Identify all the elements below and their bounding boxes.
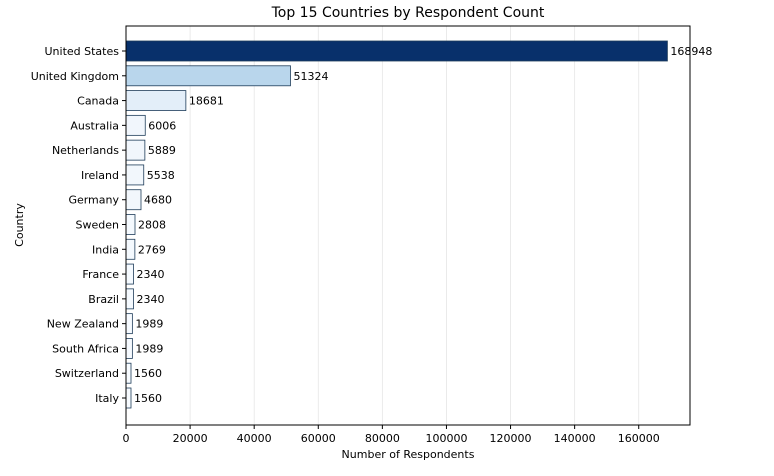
y-tick-label: Switzerland: [55, 367, 119, 380]
bar: [125, 164, 145, 186]
data-label: 4680: [144, 194, 172, 207]
x-tick-label: 60000: [301, 432, 336, 445]
x-tick-label: 120000: [490, 432, 532, 445]
bar: [125, 338, 133, 359]
bar: [125, 313, 133, 335]
bar: [125, 238, 136, 260]
data-label: 1560: [134, 392, 162, 405]
data-label: 2808: [138, 219, 166, 232]
bar: [125, 90, 187, 111]
data-label: 2340: [136, 268, 164, 281]
data-label: 5889: [148, 144, 176, 157]
bar: [125, 114, 146, 136]
y-tick-label: Netherlands: [52, 144, 119, 157]
x-axis-label: Number of Respondents: [342, 448, 475, 461]
x-tick-label: 0: [123, 432, 130, 445]
data-label: 1560: [134, 367, 162, 380]
bar: [125, 362, 132, 384]
x-axis-ticks: 0 20000 40000 60000 80000 100000 120000 140000 1…: [123, 425, 660, 445]
x-tick-label: 20000: [173, 432, 208, 445]
y-tick-label: United Kingdom: [31, 70, 119, 83]
y-tick-label: Ireland: [81, 169, 119, 182]
y-tick-label: Canada: [77, 95, 119, 108]
plot-frame: [125, 25, 691, 426]
data-label: 6006: [148, 119, 176, 132]
bar: [125, 139, 146, 161]
data-label: 18681: [189, 95, 224, 108]
data-label: 1989: [135, 342, 163, 355]
y-tick-label: New Zealand: [47, 318, 119, 331]
y-tick-label: India: [92, 243, 119, 256]
y-axis-ticks: United States United Kingdom Canada Austral…: [31, 45, 126, 405]
y-axis-label: Country: [13, 203, 26, 247]
y-tick-label: Brazil: [88, 293, 119, 306]
x-tick-label: 160000: [618, 432, 660, 445]
y-tick-label: Sweden: [76, 219, 119, 232]
x-tick-label: 100000: [425, 432, 467, 445]
bar: [125, 65, 291, 87]
y-tick-label: France: [82, 268, 119, 281]
bar: [125, 263, 134, 285]
y-tick-label: United States: [45, 45, 120, 58]
x-tick-label: 80000: [365, 432, 400, 445]
grid-lines: [125, 26, 640, 425]
bar: [125, 189, 142, 211]
bar: [125, 40, 668, 62]
data-label: 2340: [136, 293, 164, 306]
x-tick-label: 40000: [237, 432, 272, 445]
y-tick-label: South Africa: [52, 342, 119, 355]
data-label: 1989: [135, 318, 163, 331]
data-label: 168948: [670, 45, 712, 58]
bar: [125, 288, 134, 310]
data-label: 51324: [293, 70, 328, 83]
bar: [125, 387, 132, 409]
bar: [125, 214, 136, 235]
chart-title: Top 15 Countries by Respondent Count: [271, 5, 545, 21]
y-tick-label: Australia: [70, 119, 119, 132]
x-tick-label: 140000: [554, 432, 596, 445]
y-tick-label: Germany: [68, 194, 119, 207]
data-label: 5538: [147, 169, 175, 182]
data-labels: 168948 51324 18681 6006 5889 5538 4680 2808 2769…: [134, 45, 712, 405]
y-tick-label: Italy: [95, 392, 119, 405]
data-label: 2769: [138, 243, 166, 256]
